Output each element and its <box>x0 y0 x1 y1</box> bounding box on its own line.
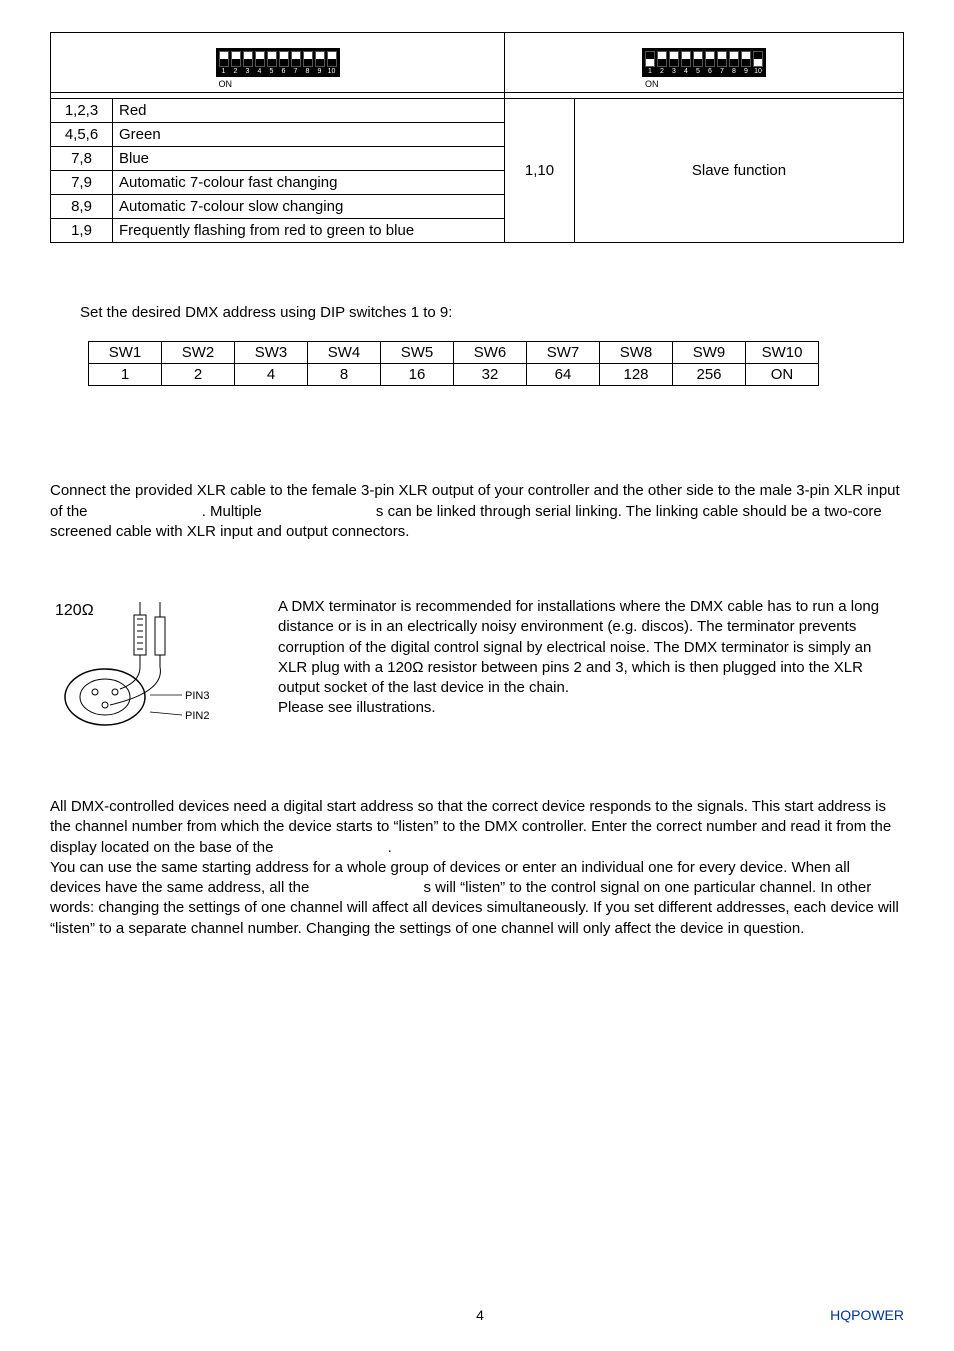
dmx-value-cell: ON <box>746 364 819 386</box>
mode-sw-cell: 7,9 <box>51 171 113 195</box>
terminator-figure: 120Ω PIN3 PIN2 <box>50 597 260 742</box>
dmx-start-paragraph-2: You can use the same starting address fo… <box>50 858 904 939</box>
dmx-value-cell: 2 <box>162 364 235 386</box>
label-120: 120Ω <box>55 602 94 619</box>
dmx-value-cell: 128 <box>600 364 673 386</box>
dip-on-label-right: ON <box>645 79 659 89</box>
pin2-label: PIN2 <box>185 710 209 722</box>
mode-sw-cell: 8,9 <box>51 195 113 219</box>
mode-sw-cell: 7,8 <box>51 147 113 171</box>
dmx-header-cell: SW9 <box>673 342 746 364</box>
dmx-header-row: SW1 SW2 SW3 SW4 SW5 SW6 SW7 SW8 SW9 SW10 <box>89 342 819 364</box>
dmx-address-table: SW1 SW2 SW3 SW4 SW5 SW6 SW7 SW8 SW9 SW10… <box>88 341 819 386</box>
mode-desc-cell: Frequently flashing from red to green to… <box>113 219 505 243</box>
mode-desc-cell: Automatic 7-colour fast changing <box>113 171 505 195</box>
mode-sw-cell: 1,9 <box>51 219 113 243</box>
slave-sw-cell: 1,10 <box>505 99 575 243</box>
dip-cell-left: 1 2 3 4 5 6 7 8 9 10 ON <box>51 33 505 93</box>
dip-switch-left: 1 2 3 4 5 6 7 8 9 10 <box>216 48 340 77</box>
page-footer: 4 HQPOWER <box>50 1307 904 1323</box>
dip-cell-right: 1 2 3 4 5 6 7 8 9 10 ON <box>505 33 904 93</box>
dmx-value-cell: 32 <box>454 364 527 386</box>
dmx-header-cell: SW10 <box>746 342 819 364</box>
dmx-value-cell: 8 <box>308 364 381 386</box>
dmx-value-cell: 256 <box>673 364 746 386</box>
slave-desc-cell: Slave function <box>575 99 904 243</box>
pin3-label: PIN3 <box>185 690 209 702</box>
dmx-value-row: 1 2 4 8 16 32 64 128 256 ON <box>89 364 819 386</box>
dmx-value-cell: 64 <box>527 364 600 386</box>
dmx-header-cell: SW3 <box>235 342 308 364</box>
dmx-value-cell: 4 <box>235 364 308 386</box>
mode-desc-cell: Green <box>113 123 505 147</box>
mode-desc-cell: Blue <box>113 147 505 171</box>
mode-desc-cell: Red <box>113 99 505 123</box>
dmx-header-cell: SW4 <box>308 342 381 364</box>
mode-sw-cell: 1,2,3 <box>51 99 113 123</box>
dmx-header-cell: SW5 <box>381 342 454 364</box>
brand-label: HQPOWER <box>830 1307 904 1323</box>
connect-paragraph: Connect the provided XLR cable to the fe… <box>50 481 904 542</box>
dmx-header-cell: SW8 <box>600 342 673 364</box>
mode-desc-cell: Automatic 7-colour slow changing <box>113 195 505 219</box>
modes-table: 1 2 3 4 5 6 7 8 9 10 ON <box>50 32 904 243</box>
dip-on-label-left: ON <box>219 79 233 89</box>
dmx-header-cell: SW6 <box>454 342 527 364</box>
dip-switch-right: 1 2 3 4 5 6 7 8 9 10 <box>642 48 766 77</box>
dmx-value-cell: 1 <box>89 364 162 386</box>
dmx-header-cell: SW2 <box>162 342 235 364</box>
dmx-start-paragraph-1: All DMX-controlled devices need a digita… <box>50 797 904 858</box>
dmx-intro-text: Set the desired DMX address using DIP sw… <box>80 303 904 323</box>
dmx-header-cell: SW1 <box>89 342 162 364</box>
dmx-header-cell: SW7 <box>527 342 600 364</box>
mode-sw-cell: 4,5,6 <box>51 123 113 147</box>
page-number: 4 <box>130 1307 830 1323</box>
dmx-value-cell: 16 <box>381 364 454 386</box>
